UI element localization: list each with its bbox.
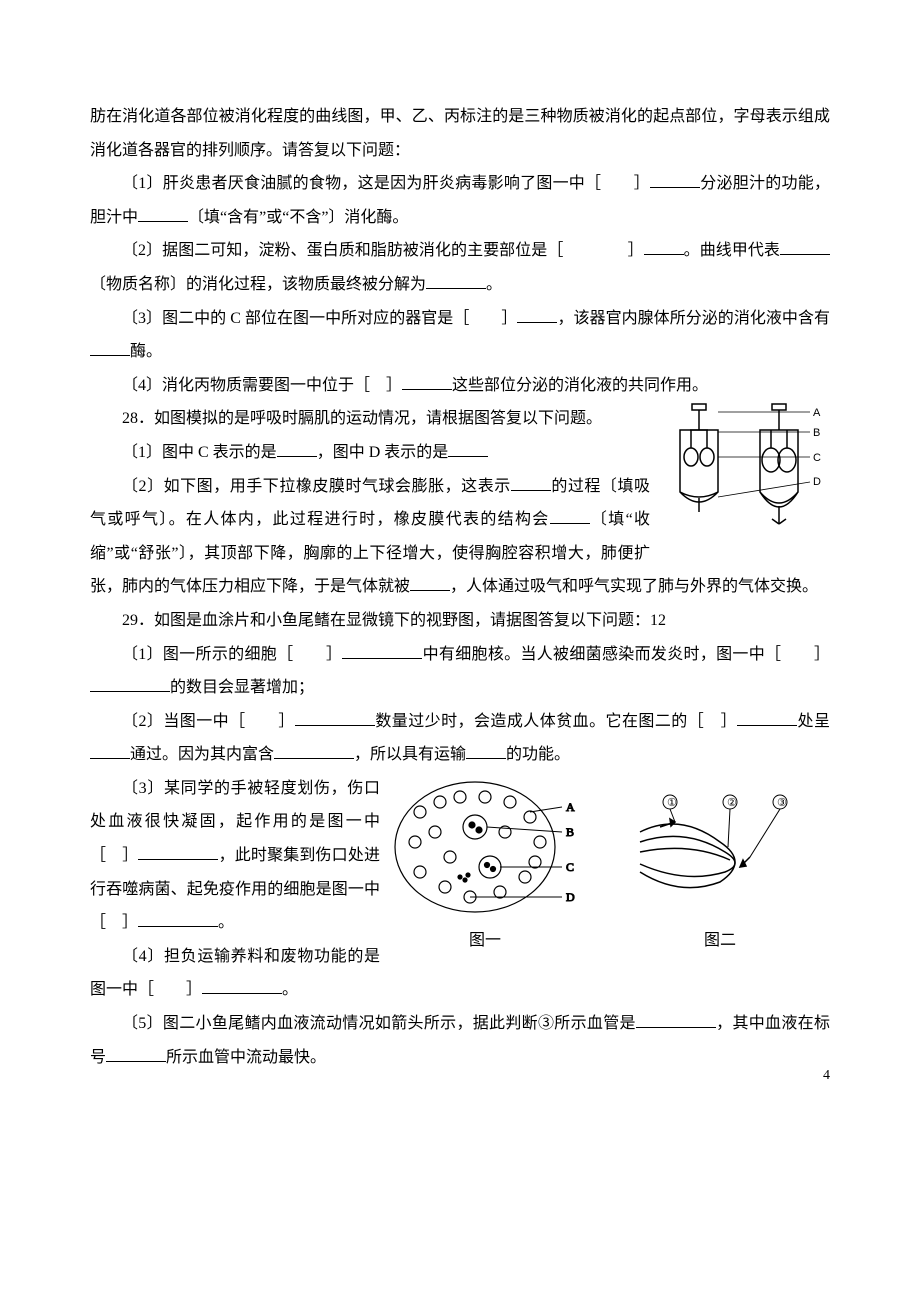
q29-2-text-c: 处呈 bbox=[797, 713, 830, 730]
svg-text:①: ① bbox=[667, 797, 677, 809]
q1-3: 〔3〕图二中的 C 部位在图一中所对应的器官是［ ］ ，该器官内腺体所分泌的消化液… bbox=[90, 302, 830, 369]
q29-5-text-a: 〔5〕图二小鱼尾鳍内血液流动情况如箭头所示，据此判断③所示血管是 bbox=[122, 1015, 636, 1032]
q29-5: 〔5〕图二小鱼尾鳍内血液流动情况如箭头所示，据此判断③所示血管是，其中血液在标号… bbox=[90, 1007, 830, 1074]
figure-bottles: A B C D bbox=[660, 402, 830, 537]
q1-2-text-d: 。 bbox=[486, 276, 502, 293]
figure-row: A B C D 图一 bbox=[390, 772, 830, 950]
blank bbox=[410, 574, 450, 591]
blank bbox=[138, 843, 218, 860]
label-d: D bbox=[566, 890, 575, 904]
q29-2-text-a: 〔2〕当图一中［ ］ bbox=[122, 713, 295, 730]
figure-one-label: 图一 bbox=[469, 926, 501, 950]
svg-text:③: ③ bbox=[777, 797, 787, 809]
q29-1-text-c: 的数目会显著增加； bbox=[170, 679, 314, 696]
q29-1: 〔1〕图一所示的细胞［ ］ 中有细胞核。当人被细菌感染而发炎时，图一中［ ］ 的数目… bbox=[90, 638, 830, 705]
blank bbox=[737, 709, 797, 726]
figure-two-label: 图二 bbox=[704, 926, 736, 950]
q1-2-text-c: 〔物质名称〕的消化过程，该物质最终被分解为 bbox=[90, 276, 426, 293]
label-d: D bbox=[813, 476, 821, 488]
figure-one: A B C D 图一 bbox=[390, 772, 580, 950]
blood-smear-svg: A B C D bbox=[390, 772, 580, 922]
blank bbox=[650, 171, 700, 188]
q29-2-text-f: 的功能。 bbox=[506, 746, 570, 763]
label-b: B bbox=[813, 427, 820, 439]
q29-2-text-b: 数量过少时，会造成人体贫血。它在图二的［ ］ bbox=[375, 713, 737, 730]
label-c: C bbox=[813, 452, 821, 464]
blank bbox=[277, 440, 317, 457]
q29-2: 〔2〕当图一中［ ］ 数量过少时，会造成人体贫血。它在图二的［ ］ 处呈通过。因为其… bbox=[90, 705, 830, 772]
label-b: B bbox=[566, 825, 574, 839]
blank bbox=[466, 742, 506, 759]
q29-3-text-c: 。 bbox=[218, 914, 234, 931]
blank bbox=[138, 910, 218, 927]
q1-2-text-b: 。曲线甲代表 bbox=[684, 242, 780, 259]
q1-4-text-a: 〔4〕消化丙物质需要图一中位于［ ］ bbox=[122, 377, 402, 394]
blank bbox=[274, 742, 354, 759]
q29-1-text-a: 〔1〕图一所示的细胞［ ］ bbox=[122, 646, 342, 663]
q1-4-text-b: 这些部位分泌的消化液的共同作用。 bbox=[452, 377, 708, 394]
q1-1-text-a: 〔1〕肝炎患者厌食油腻的食物，这是因为肝炎病毒影响了图一中［ ］ bbox=[122, 175, 650, 192]
blank bbox=[550, 507, 590, 524]
blank bbox=[106, 1045, 166, 1062]
blank bbox=[402, 373, 452, 390]
q29-2-text-d: 通过。因为其内富含 bbox=[130, 746, 274, 763]
blank bbox=[511, 474, 551, 491]
blank bbox=[342, 642, 422, 659]
q28-1-text-a: 〔1〕图中 C 表示的是 bbox=[122, 444, 277, 461]
blank bbox=[780, 238, 830, 255]
blank bbox=[295, 709, 375, 726]
label-a: A bbox=[566, 800, 575, 814]
blank bbox=[90, 339, 130, 356]
blank bbox=[90, 742, 130, 759]
q1-2: 〔2〕据图二可知，淀粉、蛋白质和脂肪被消化的主要部位是［ ］ 。曲线甲代表〔物质名… bbox=[90, 234, 830, 301]
page-number: 4 bbox=[823, 1068, 830, 1084]
label-a: A bbox=[813, 407, 821, 419]
q1-1-text-c: 〔填“含有”或“不含”〕消化酶。 bbox=[188, 209, 408, 226]
q28-2-text-a: 〔2〕如下图，用手下拉橡皮膜时气球会膨胀，这表示 bbox=[122, 478, 511, 495]
svg-text:②: ② bbox=[727, 797, 737, 809]
blank bbox=[448, 440, 488, 457]
blank bbox=[426, 272, 486, 289]
intro-paragraph: 肪在消化道各部位被消化程度的曲线图，甲、乙、丙标注的是三种物质被消化的起点部位，… bbox=[90, 100, 830, 167]
document-page: 肪在消化道各部位被消化程度的曲线图，甲、乙、丙标注的是三种物质被消化的起点部位，… bbox=[0, 0, 920, 1114]
q29-5-text-been-c: 所示血管中流动最快。 bbox=[166, 1049, 326, 1066]
blank bbox=[644, 238, 684, 255]
figure-two: ① ② ③ 图二 bbox=[630, 772, 810, 950]
q1-3-text-c: 酶。 bbox=[130, 343, 162, 360]
q28-1-text-b: ，图中 D 表示的是 bbox=[317, 444, 449, 461]
q1-1: 〔1〕肝炎患者厌食油腻的食物，这是因为肝炎病毒影响了图一中［ ］分泌胆汁的功能，… bbox=[90, 167, 830, 234]
q1-4: 〔4〕消化丙物质需要图一中位于［ ］ 这些部位分泌的消化液的共同作用。 bbox=[90, 369, 830, 403]
blank bbox=[202, 977, 282, 994]
q1-2-text-a: 〔2〕据图二可知，淀粉、蛋白质和脂肪被消化的主要部位是［ ］ bbox=[122, 242, 644, 259]
q29-head: 29．如图是血涂片和小鱼尾鳍在显微镜下的视野图，请据图答复以下问题：12 bbox=[90, 604, 830, 638]
q28-2-text-d: ，人体通过吸气和呼气实现了肺与外界的气体交换。 bbox=[450, 578, 818, 595]
q29-1-text-b: 中有细胞核。当人被细菌感染而发炎时，图一中［ ］ bbox=[422, 646, 830, 663]
q1-3-text-a: 〔3〕图二中的 C 部位在图一中所对应的器官是［ ］ bbox=[122, 310, 517, 327]
blank bbox=[90, 675, 170, 692]
q29-4: 〔4〕担负运输养料和废物功能的是图一中［ ］。 bbox=[90, 940, 830, 1007]
label-c: C bbox=[566, 860, 574, 874]
q29-2-text-e: ，所以具有运输 bbox=[354, 746, 466, 763]
blank bbox=[138, 205, 188, 222]
bottles-svg: A B C D bbox=[660, 402, 830, 532]
blank bbox=[517, 306, 557, 323]
q29-4-text-b: 。 bbox=[282, 981, 298, 998]
q1-3-text-b: ，该器官内腺体所分泌的消化液中含有 bbox=[557, 310, 830, 327]
blank bbox=[636, 1011, 716, 1028]
fish-tail-svg: ① ② ③ bbox=[630, 772, 810, 922]
